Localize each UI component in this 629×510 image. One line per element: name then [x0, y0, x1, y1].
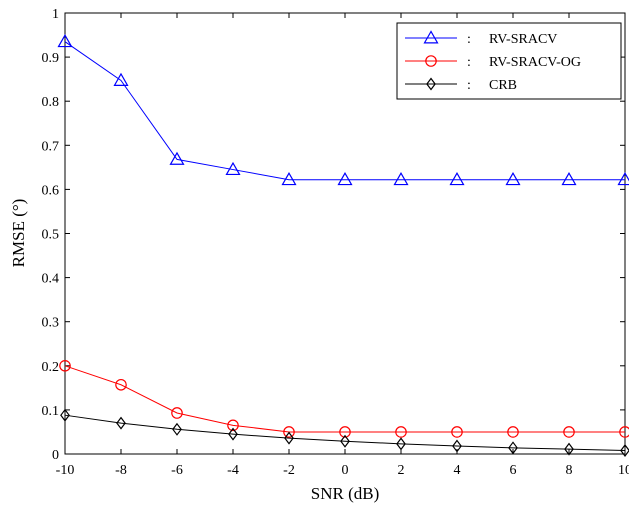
series-rv-sracv: [57, 33, 629, 186]
data-point-triangle: [281, 171, 297, 186]
x-tick-label: 6: [510, 463, 517, 478]
legend-label: CRB: [489, 78, 517, 93]
legend: : RV-SRACV: RV-SRACV-OG: CRB: [396, 22, 622, 100]
data-point-circle: [339, 426, 351, 438]
legend-separator: :: [467, 32, 471, 47]
data-point-circle: [395, 426, 407, 438]
x-tick-label: -6: [171, 463, 183, 478]
data-point-diamond: [620, 443, 629, 457]
series-line: [64, 365, 625, 433]
y-tick-label: 0.5: [42, 228, 60, 243]
legend-separator: :: [467, 78, 471, 93]
series-crb: [60, 408, 629, 457]
legend-marker-circle: [425, 55, 437, 67]
data-point-diamond: [452, 439, 462, 453]
x-tick-label: -10: [56, 463, 75, 478]
data-point-circle: [451, 426, 463, 438]
x-tick-label: -8: [115, 463, 127, 478]
x-tick-label: -4: [227, 463, 239, 478]
data-point-diamond: [284, 431, 294, 445]
data-point-triangle: [561, 171, 577, 186]
data-point-circle: [115, 378, 127, 391]
data-point-triangle: [393, 171, 409, 186]
series-layer: [57, 33, 629, 457]
data-point-triangle: [449, 171, 465, 186]
data-point-diamond: [60, 408, 70, 422]
legend-item: : CRB: [405, 77, 517, 93]
legend-marker-triangle: [423, 30, 439, 44]
legend-item: : RV-SRACV: [405, 30, 557, 47]
data-point-diamond: [172, 422, 182, 436]
legend-label: RV-SRACV-OG: [489, 55, 581, 70]
y-tick-label: 0.8: [42, 95, 60, 110]
y-tick-label: 0.1: [42, 404, 60, 419]
data-point-triangle: [337, 171, 353, 186]
data-point-diamond: [396, 437, 406, 451]
y-tick-label: 0.4: [42, 272, 60, 287]
x-tick-label: -2: [283, 463, 295, 478]
y-tick-label: 0.2: [42, 360, 60, 375]
legend-item: : RV-SRACV-OG: [405, 55, 581, 70]
x-axis-label: SNR (dB): [311, 484, 379, 503]
axis-ticks: -10 -8 -6 -4 -2 0 2 4 6 8 10 0 0.1 0.2 0.3 0.4 0.5 0.6 0.7…: [42, 7, 629, 478]
data-point-diamond: [228, 427, 238, 441]
series-line: [64, 414, 626, 451]
data-point-triangle: [113, 72, 129, 86]
data-point-circle: [507, 426, 519, 438]
x-tick-label: 4: [454, 463, 461, 478]
data-point-circle: [563, 426, 575, 438]
series-rv-sracv-og: [59, 359, 629, 438]
data-point-circle: [171, 407, 183, 419]
legend-separator: :: [467, 55, 471, 70]
data-point-circle: [227, 419, 239, 432]
legend-marker-diamond: [426, 77, 436, 91]
legend-label: RV-SRACV: [489, 32, 557, 47]
data-point-triangle: [169, 151, 185, 165]
data-point-triangle: [617, 171, 629, 186]
data-point-circle: [619, 426, 629, 438]
y-tick-label: 0.3: [42, 316, 60, 331]
data-point-circle: [59, 359, 71, 372]
data-point-diamond: [508, 441, 518, 455]
data-point-circle: [283, 426, 295, 438]
data-point-diamond: [340, 434, 350, 448]
data-point-triangle: [57, 33, 73, 48]
x-tick-label: 8: [566, 463, 573, 478]
x-tick-label: 2: [398, 463, 405, 478]
y-tick-label: 0: [52, 448, 59, 463]
x-tick-label: 0: [342, 463, 349, 478]
y-tick-label: 0.6: [42, 183, 60, 198]
y-tick-label: 0.9: [42, 51, 60, 66]
series-line: [64, 41, 625, 181]
data-point-diamond: [564, 442, 574, 456]
y-tick-label: 1: [52, 7, 59, 22]
data-point-triangle: [505, 171, 521, 186]
x-tick-label: 10: [618, 463, 629, 478]
data-point-triangle: [225, 161, 241, 176]
data-point-diamond: [116, 416, 126, 430]
y-axis-label: RMSE (°): [9, 199, 28, 268]
y-tick-label: 0.7: [42, 139, 60, 154]
